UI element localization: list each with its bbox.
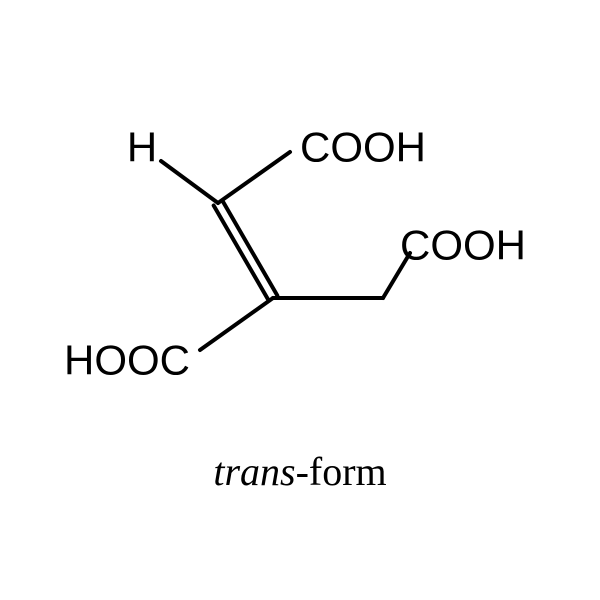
atom-label-cooh_c3: COOH (400, 222, 526, 269)
bond-double-1 (214, 206, 269, 301)
caption-rest: -form (296, 449, 387, 494)
bond-double-2 (222, 200, 277, 295)
bond (218, 152, 290, 203)
chemical-structure-diagram: H COOH HOOC COOH trans-form (0, 0, 600, 600)
atoms-group: H COOH HOOC COOH (64, 124, 526, 384)
bond (161, 161, 218, 203)
atom-label-cooh_c1: COOH (300, 124, 426, 171)
bond (200, 298, 273, 350)
caption-italic: trans (213, 449, 295, 494)
atom-label-h_c1: H (127, 124, 157, 171)
bonds-group (161, 152, 410, 350)
atom-label-hooc_c2: HOOC (64, 337, 190, 384)
caption-text: trans-form (213, 449, 386, 494)
